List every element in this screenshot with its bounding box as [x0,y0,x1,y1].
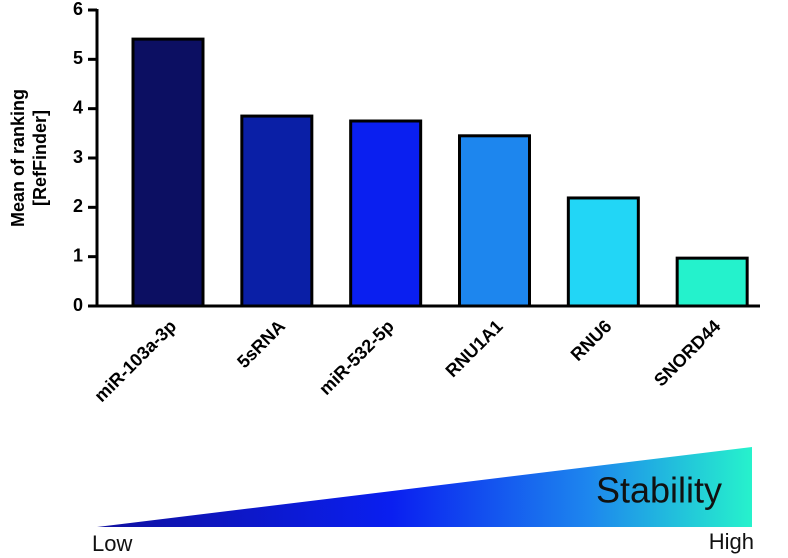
y-tick-label: 5 [73,48,83,68]
y-axis-title-line: [RefFinder] [30,110,50,206]
y-tick-label: 1 [73,245,83,265]
x-tick-group: miR-532-5p [315,316,398,399]
y-tick-label: 4 [73,97,83,117]
y-axis-title: Mean of ranking [RefFinder] [8,89,50,227]
y-tick-label: 2 [73,196,83,216]
y-tick-label: 3 [73,147,83,167]
x-tick-label: RNU1A1 [442,316,507,381]
y-axis-title-line: Mean of ranking [8,89,28,227]
x-tick-label: 5sRNA [233,316,289,372]
bar [240,114,314,308]
high-label: High [709,529,754,554]
bar [131,37,205,308]
x-tick-label: SNORD44 [650,316,724,390]
x-tick-group: 5sRNA [233,316,289,372]
x-tick-label: RNU6 [567,316,616,365]
x-tick-group: RNU1A1 [442,316,507,381]
bar [458,134,531,308]
y-tick-label: 0 [73,295,83,315]
low-label: Low [92,531,132,556]
x-tick-label: miR-532-5p [315,316,398,399]
bar [566,196,640,308]
x-tick-group: SNORD44 [650,316,724,390]
stability-wedge [97,447,752,527]
bar [675,256,749,308]
x-tick-label: miR-103a-3p [90,316,180,406]
x-tick-group: miR-103a-3p [90,316,180,406]
stability-label: Stability [596,470,722,511]
x-tick-group: RNU6 [567,316,616,365]
y-tick-label: 6 [73,0,83,19]
bar [349,119,423,308]
